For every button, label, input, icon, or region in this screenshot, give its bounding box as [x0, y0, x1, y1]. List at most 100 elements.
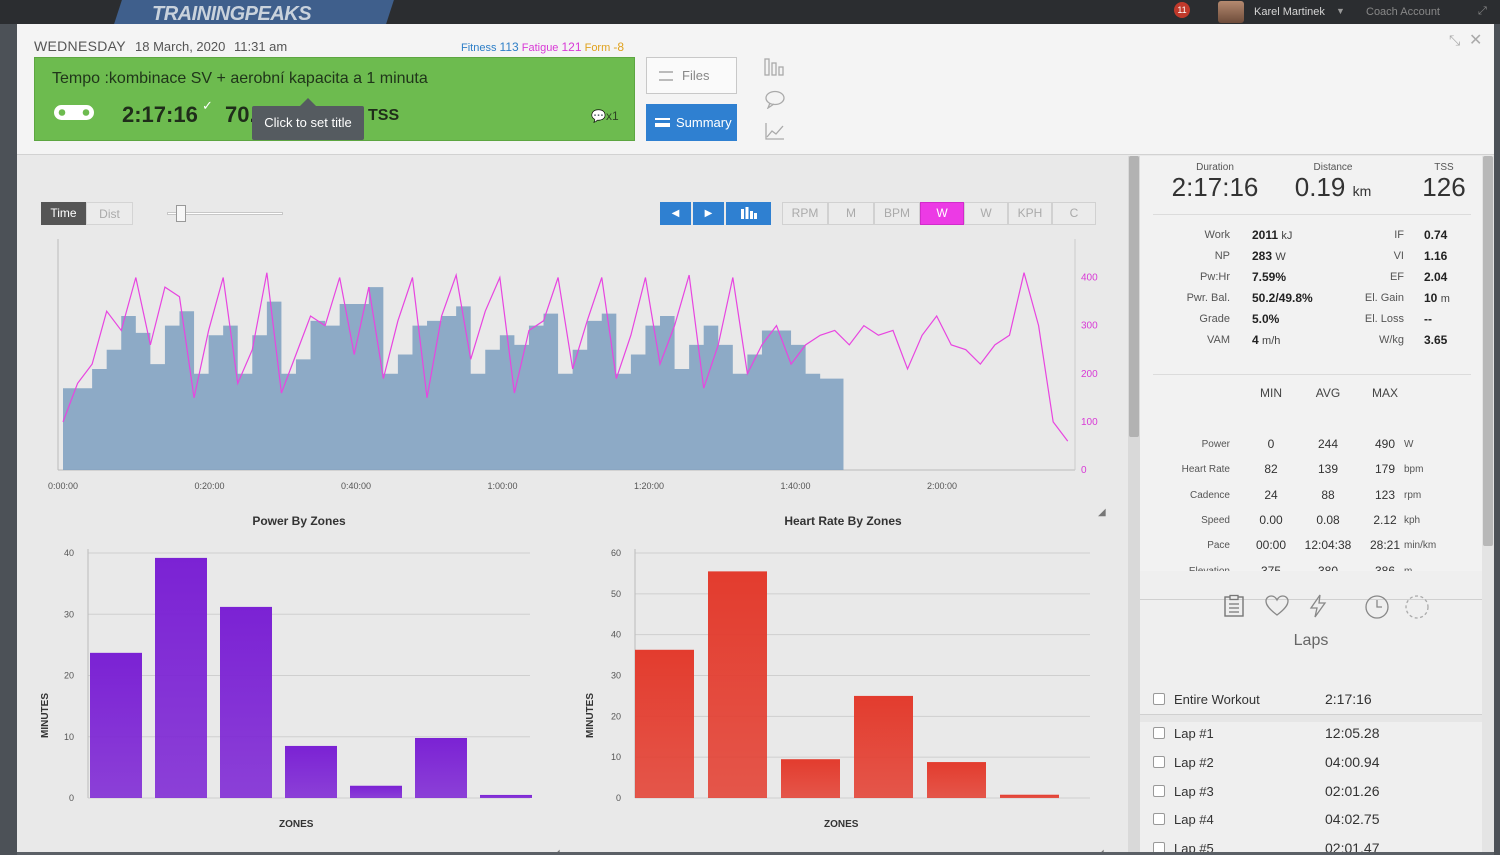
table-row-label: Power: [1201, 439, 1230, 450]
coach-account-link[interactable]: Coach Account: [1366, 6, 1440, 18]
workout-duration: 2:17:16: [122, 102, 198, 127]
next-button[interactable]: ▶: [693, 202, 724, 225]
workout-date[interactable]: 18 March, 2020: [135, 39, 226, 54]
y-tick-label: 20: [611, 711, 621, 721]
zone-bar-3[interactable]: [781, 759, 840, 798]
table-row-label: Heart Rate: [1181, 464, 1230, 476]
analysis-bars-icon[interactable]: [764, 57, 786, 77]
stat-label: Grade: [1199, 313, 1230, 325]
unit-button-m-1[interactable]: M: [828, 202, 874, 225]
stat-unit: m/h: [1262, 335, 1281, 347]
zone-bar-5[interactable]: [350, 785, 402, 798]
files-button[interactable]: Files: [646, 57, 737, 94]
unit-button-w-4[interactable]: W: [964, 202, 1008, 225]
dist-toggle[interactable]: Dist: [86, 202, 133, 225]
duration-label: Duration: [1196, 162, 1234, 173]
power-zones-chart[interactable]: 0 10 20 30 40: [17, 534, 577, 804]
zoom-slider-track[interactable]: [167, 212, 283, 215]
workout-title-box[interactable]: Tempo :kombinace SV + aerobní kapacita a…: [34, 57, 635, 141]
stat-value: 1.16: [1424, 249, 1447, 263]
charts-scrollbar[interactable]: [1128, 156, 1140, 852]
lap-checkbox[interactable]: [1153, 755, 1165, 768]
resize-handle-icon[interactable]: ◢: [1096, 848, 1104, 852]
unit-button-c-6[interactable]: C: [1052, 202, 1096, 225]
zone-bar-6[interactable]: [415, 737, 467, 798]
zone-bar-4[interactable]: [854, 695, 913, 798]
summary-scrollbar-thumb[interactable]: [1483, 156, 1493, 546]
lightning-icon[interactable]: [1306, 594, 1330, 618]
clock-icon[interactable]: [1364, 594, 1390, 620]
lap-checkbox[interactable]: [1153, 693, 1165, 705]
zone-bar-1[interactable]: [635, 649, 694, 798]
divider: [1153, 214, 1471, 215]
bar-chart-toggle[interactable]: [726, 202, 771, 225]
zone-bar-1[interactable]: [90, 652, 142, 798]
chevron-down-icon[interactable]: ▼: [1336, 6, 1345, 16]
workout-timeline-chart[interactable]: 0:00:00 0:20:00 0:40:00 1:00:00 1:20:00 1:40:…: [17, 231, 1128, 501]
user-name[interactable]: Karel Martinek: [1254, 6, 1325, 18]
distance-value: 0.19: [1294, 172, 1346, 202]
lap-time: 02:01.47: [1325, 840, 1380, 852]
comments-count[interactable]: 💬x1: [591, 109, 619, 123]
zone-bar-2[interactable]: [708, 571, 767, 798]
table-header: MAX: [1371, 386, 1398, 400]
collapse-icon[interactable]: ⤡: [1449, 32, 1461, 48]
y-tick-label: 30: [611, 671, 621, 681]
notification-badge[interactable]: 11: [1174, 2, 1190, 18]
lap-checkbox[interactable]: [1153, 842, 1165, 852]
unit-button-bpm-2[interactable]: BPM: [874, 202, 920, 225]
comment-bubble-icon[interactable]: [764, 89, 786, 109]
table-row-unit: min/km: [1404, 540, 1437, 552]
zone-bar-7[interactable]: [480, 794, 532, 798]
fatigue-value: 121: [561, 40, 582, 54]
lap-checkbox[interactable]: [1153, 784, 1165, 797]
workout-title[interactable]: Tempo :kombinace SV + aerobní kapacita a…: [52, 70, 428, 87]
time-toggle[interactable]: Time: [41, 202, 86, 225]
zoom-slider-handle[interactable]: [176, 205, 186, 222]
modal-header: WEDNESDAY 18 March, 2020 11:31 am Fitnes…: [17, 24, 1494, 155]
previous-button[interactable]: ◀: [660, 202, 691, 225]
zone-bar-4[interactable]: [285, 745, 337, 798]
resize-handle-icon[interactable]: ◢: [1098, 507, 1106, 518]
unit-button-w-3[interactable]: W: [920, 202, 964, 225]
graph-icon[interactable]: [764, 121, 786, 141]
summary-button[interactable]: Summary: [646, 104, 737, 141]
y-tick-label: 10: [64, 732, 74, 742]
lap-row[interactable]: Lap #5 02:01.47: [1140, 834, 1482, 852]
lap-checkbox[interactable]: [1153, 727, 1165, 739]
stat-value-text: 2011: [1252, 228, 1279, 242]
lap-row[interactable]: Lap #3 02:01.26: [1140, 777, 1482, 806]
expand-icon[interactable]: ⤢: [1478, 5, 1487, 17]
dashed-circle-icon[interactable]: [1404, 594, 1430, 620]
workout-details-icon[interactable]: [1222, 594, 1246, 618]
zone-bar-3[interactable]: [220, 606, 272, 798]
comments-count-text: x1: [605, 109, 619, 123]
unit-button-rpm-0[interactable]: RPM: [782, 202, 828, 225]
zone-bar-2[interactable]: [155, 557, 207, 798]
workout-time[interactable]: 11:31 am: [234, 39, 288, 54]
summary-scrollbar[interactable]: [1482, 156, 1494, 852]
lap-row[interactable]: Lap #1 12:05.28: [1140, 719, 1482, 748]
lap-checkbox[interactable]: [1153, 813, 1165, 826]
close-icon[interactable]: ✕: [1469, 32, 1483, 49]
stat-value: 10 m: [1424, 291, 1450, 305]
files-icon: [659, 71, 673, 81]
zone-bar-5[interactable]: [927, 762, 986, 798]
stat-value-text: 4: [1252, 333, 1259, 347]
app-logo[interactable]: TRAININGPEAKS: [152, 3, 312, 25]
charts-scrollbar-thumb[interactable]: [1129, 156, 1139, 437]
resize-handle-icon[interactable]: ◢: [552, 848, 560, 852]
lap-row-entire[interactable]: Entire Workout 2:17:16: [1140, 685, 1482, 714]
avatar[interactable]: [1218, 1, 1244, 23]
lap-row[interactable]: Lap #2 04:00.94: [1140, 748, 1482, 777]
zone-bar-6[interactable]: [1000, 794, 1059, 798]
workout-modal: WEDNESDAY 18 March, 2020 11:31 am Fitnes…: [17, 24, 1494, 852]
distance-label: Distance: [1313, 162, 1353, 173]
lap-name: Lap #3: [1174, 783, 1214, 799]
heart-icon[interactable]: [1264, 594, 1290, 618]
table-cell-min: 82: [1264, 462, 1278, 477]
unit-button-kph-5[interactable]: KPH: [1008, 202, 1052, 225]
power-zones-xlabel: ZONES: [279, 819, 314, 830]
lap-row[interactable]: Lap #4 04:02.75: [1140, 805, 1482, 834]
hr-zones-chart[interactable]: 0 10 20 30 40 50 60: [577, 534, 1117, 804]
